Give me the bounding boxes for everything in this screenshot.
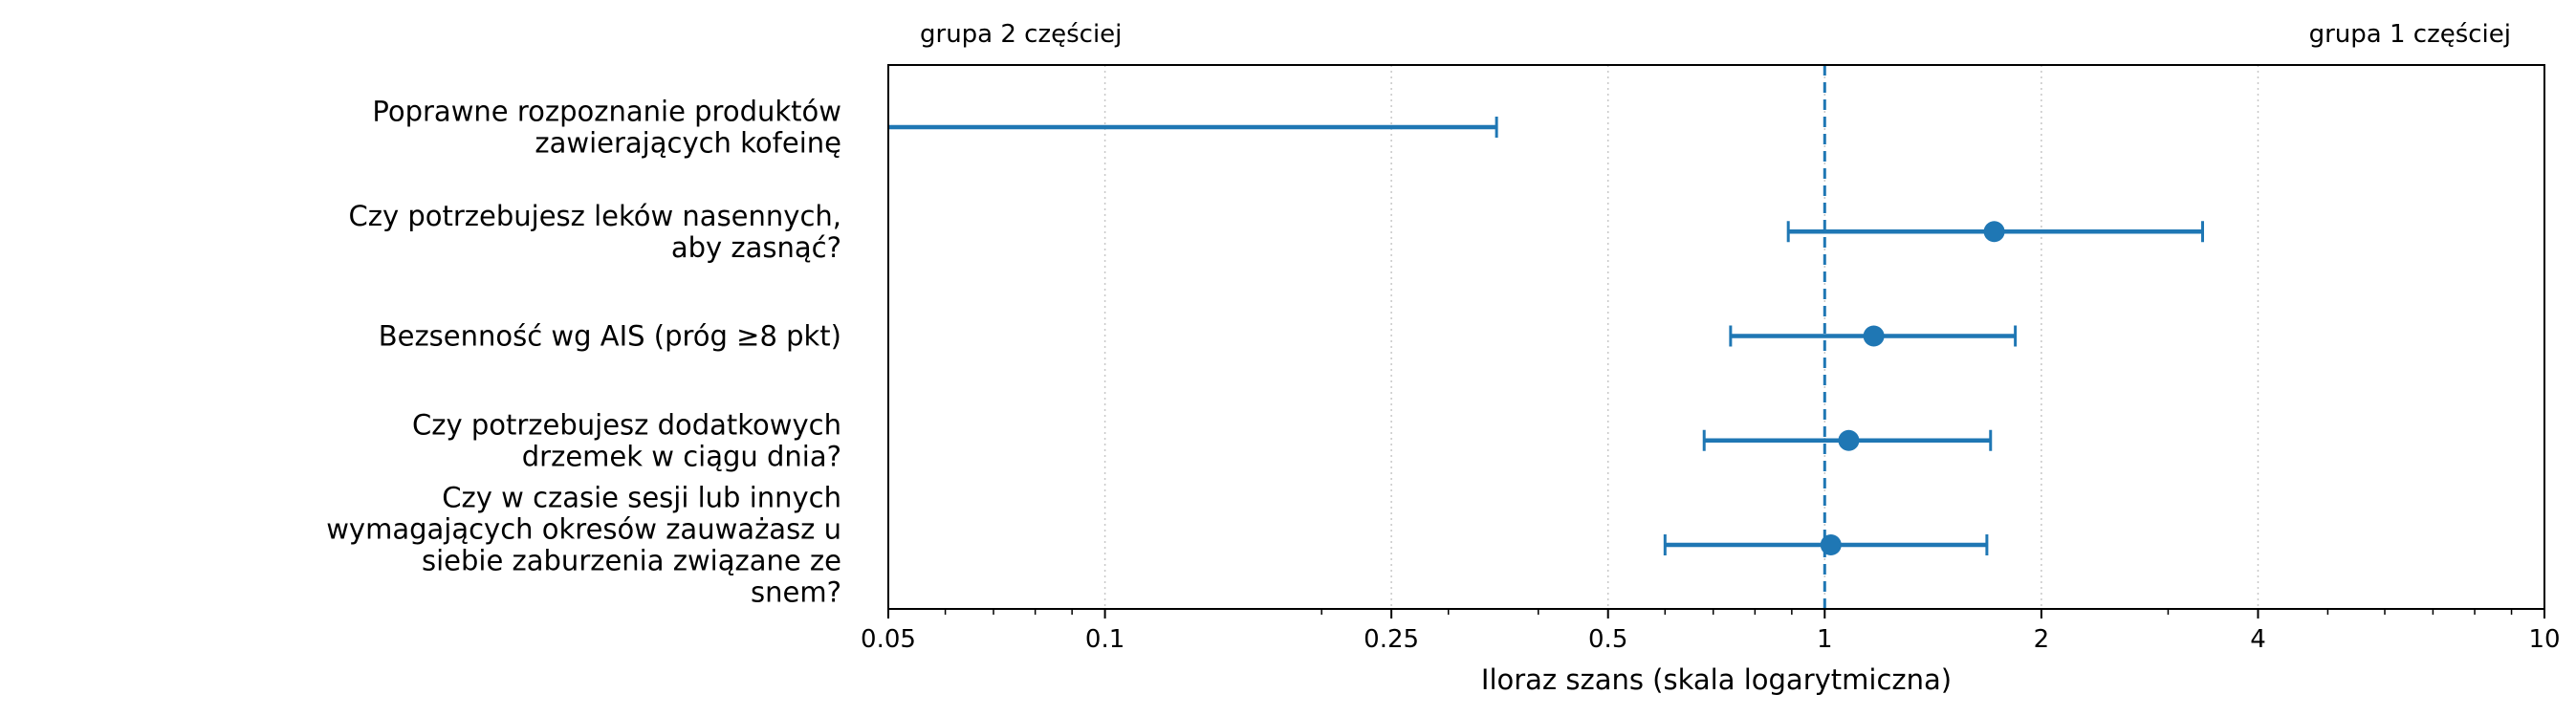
x-tick-label: 0.1	[1085, 625, 1124, 654]
odds-ratio-point	[1983, 221, 2005, 243]
row-label-line: snem?	[751, 576, 841, 609]
x-tick-label: 1	[1817, 625, 1833, 654]
row-label: Bezsenność wg AIS (próg ≥8 pkt)	[379, 320, 841, 353]
row-label-line: wymagających okresów zauważasz u	[326, 513, 841, 546]
row-label-line: drzemek w ciągu dnia?	[522, 440, 841, 472]
annotation-group-1-more-often: grupa 1 częściej	[2309, 20, 2511, 49]
odds-ratio-point	[1863, 325, 1885, 347]
data-marks	[888, 117, 2204, 555]
row-label: Poprawne rozpoznanie produktów zawierając…	[372, 96, 841, 160]
odds-ratio-point	[1838, 429, 1860, 451]
x-tick-label: 10	[2528, 625, 2560, 654]
row-label-line: Bezsenność wg AIS (próg ≥8 pkt)	[379, 320, 841, 353]
row-label: Czy potrzebujesz dodatkowych drzemek w ci…	[412, 408, 841, 472]
row-label: Czy potrzebujesz leków nasennych, aby zas…	[348, 200, 841, 264]
row-label-line: Czy w czasie sesji lub innych	[442, 482, 841, 514]
odds-ratio-point	[1820, 534, 1842, 555]
x-axis: 0.05 0.1 0.25 0.5 1 2 4 10	[861, 609, 2561, 654]
plot-area-frame	[887, 64, 2545, 610]
row-labels: Poprawne rozpoznanie produktów zawierając…	[326, 96, 841, 609]
row-label: Czy w czasie sesji lub innych wymagającyc…	[326, 482, 841, 609]
row-label-line: Czy potrzebujesz leków nasennych,	[348, 200, 841, 232]
x-axis-title: Iloraz szans (skala logarytmiczna)	[1481, 663, 1952, 696]
row-label-line: Poprawne rozpoznanie produktów	[372, 96, 841, 128]
row-label-line: zawierających kofeinę	[535, 127, 841, 160]
grid-lines	[1103, 65, 2259, 609]
row-label-line: Czy potrzebujesz dodatkowych	[412, 408, 841, 441]
row-label-line: aby zasnąć?	[671, 231, 841, 264]
x-tick-label: 4	[2250, 625, 2266, 654]
x-tick-label: 0.05	[861, 625, 916, 654]
x-tick-label: 2	[2034, 625, 2050, 654]
x-tick-label: 0.25	[1364, 625, 1419, 654]
x-tick-label: 0.5	[1588, 625, 1627, 654]
annotation-group-2-more-often: grupa 2 częściej	[920, 20, 1122, 49]
row-label-line: siebie zaburzenia związane ze	[422, 545, 841, 577]
